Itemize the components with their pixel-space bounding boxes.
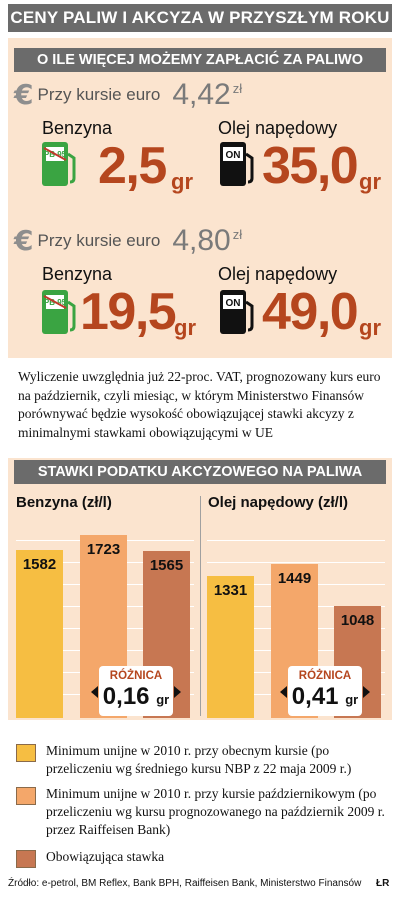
petrol-difference-unit: gr [156,692,170,707]
scenario-1-label: Przy kursie euro [37,85,161,104]
scenario-1-rate: 4,42 [172,78,231,111]
petrol-difference-value-row: 0,16 gr [99,683,173,714]
prices-section-header: O ILE WIĘCEJ MOŻEMY ZAPŁACIĆ ZA PALIWO [14,48,386,72]
on-fuel-pump-icon: ON [220,290,254,334]
scenario-2-fuel-2-value: 49,0 [262,283,359,341]
scenario-2-rate: 4,80 [172,224,231,257]
diesel-bar-1 [207,576,254,718]
euro-icon: € [14,224,34,257]
excise-section-header: STAWKI PODATKU AKCYZOWEGO NA PALIWA [14,460,386,484]
scenario-1-rate-unit: zł [232,81,243,96]
main-title: CENY PALIW I AKCYZA W PRZYSZŁYM ROKU [8,4,392,32]
diesel-bar-3-value-label: 1048 [340,612,375,629]
legend-swatch-current-rate [16,744,36,762]
diesel-arrow-left-icon [280,686,287,698]
scenario-2-fuel-1-unit: gr [174,315,196,340]
diesel-grid-line [207,562,385,563]
petrol-bar-1-value-label: 1582 [22,556,57,573]
euro-icon: € [14,78,34,111]
petrol-bar-3-value-label: 1565 [149,557,184,574]
scenario-1-fuel-2-value: 35,0 [262,137,359,195]
scenario-2-fuel-2-name: Olej napędowy [218,264,338,284]
petrol-difference-label: RÓŻNICA [109,670,163,682]
scenario-2-label: Przy kursie euro [37,231,161,250]
scenario-1-rate-row: € Przy kursie euro 4,42 zł [14,78,242,112]
scenario-1-fuel-1-name: Benzyna [42,118,113,138]
legend-swatch-october-rate [16,787,36,805]
legend-swatch-current-excise [16,850,36,868]
legend-text-october-rate: Minimum unijne w 2010 r. przy kursie paź… [46,786,385,837]
panels-divider [200,496,201,716]
diesel-difference-box: RÓŻNICA 0,41 gr [288,666,362,716]
scenario-2-rate-unit: zł [232,227,243,242]
petrol-arrow-left-icon [91,686,98,698]
on-fuel-pump-icon: ON [220,142,254,186]
author-initials: ŁR [376,878,390,889]
scenario-2-fuel-1-value: 19,5 [80,283,177,341]
on-icon-text: ON [226,150,241,161]
scenario-1-fuel-2-unit: gr [359,169,381,194]
diesel-bar-2-value-label: 1449 [277,570,312,587]
calculation-note: Wyliczenie uwzględnia już 22-proc. VAT, … [18,369,381,440]
diesel-panel-title: Olej napędowy (zł/l) [208,494,349,511]
diesel-grid-line [207,540,385,541]
petrol-panel-title: Benzyna (zł/l) [16,494,112,511]
diesel-difference-value: 0,41 [291,683,339,710]
scenario-2-rate-row: € Przy kursie euro 4,80 zł [14,224,242,258]
petrol-difference-value: 0,16 [102,683,150,710]
scenario-1-fuel-1-unit: gr [171,169,193,194]
petrol-bar-2-value-label: 1723 [86,541,121,558]
diesel-difference-value-row: 0,41 gr [288,683,362,714]
legend-text-current-rate: Minimum unijne w 2010 r. przy obecnym ku… [46,743,352,776]
on-icon-text: ON [226,298,241,309]
diesel-arrow-right-icon [363,686,370,698]
scenario-2-fuel-1-name: Benzyna [42,264,113,284]
legend-text-current-excise: Obowiązująca stawka [46,849,165,864]
diesel-difference-label: RÓŻNICA [298,670,352,682]
scenario-1-fuel-2-name: Olej napędowy [218,118,338,138]
petrol-arrow-right-icon [174,686,181,698]
source-note: Źródło: e-petrol, BM Reflex, Bank BPH, R… [8,878,362,889]
pb95-fuel-pump-icon: PB 95 [42,142,76,186]
scenario-2-fuel-2-unit: gr [359,315,381,340]
diesel-bar-1-value-label: 1331 [213,582,248,599]
diesel-difference-unit: gr [345,692,359,707]
petrol-difference-box: RÓŻNICA 0,16 gr [99,666,173,716]
petrol-bar-1 [16,550,63,718]
scenario-1-fuel-1-value: 2,5 [98,137,167,195]
pb95-fuel-pump-icon: PB 95 [42,290,76,334]
